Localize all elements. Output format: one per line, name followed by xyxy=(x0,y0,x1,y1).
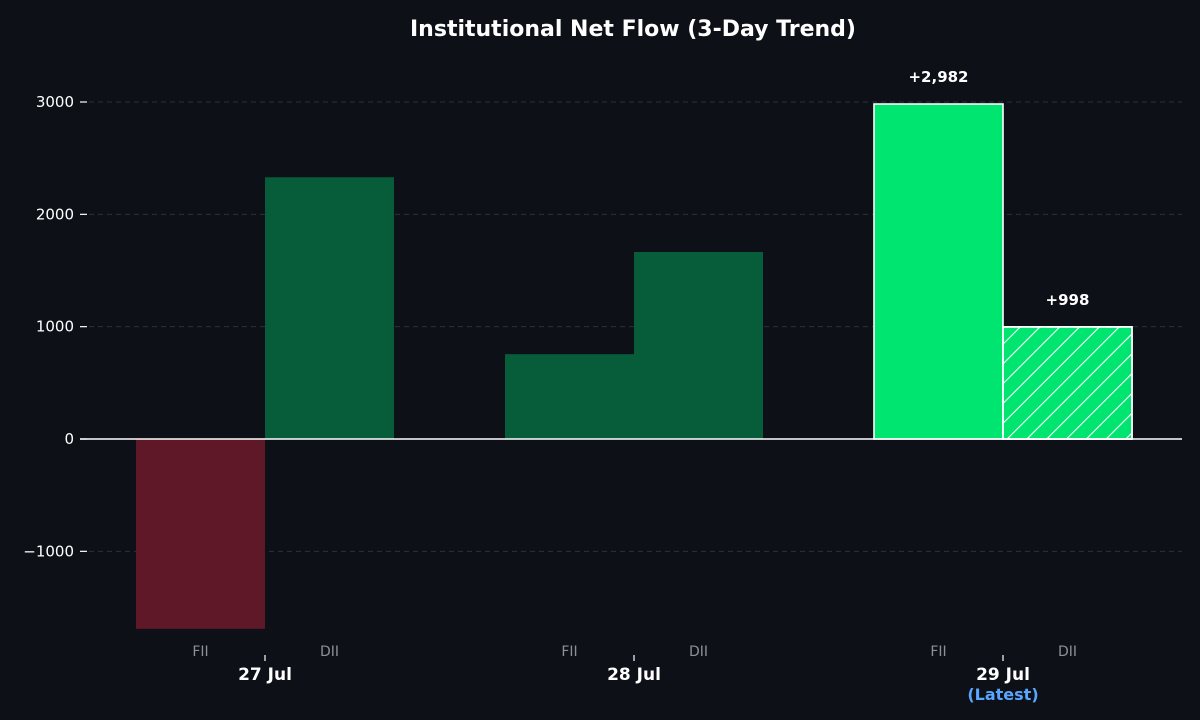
latest-note: (Latest) xyxy=(967,685,1038,704)
x-tick-label: 28 Jul xyxy=(607,665,661,685)
data-label: +998 xyxy=(1046,291,1090,309)
y-tick-label: 3000 xyxy=(36,93,74,111)
bar-dii-28-jul xyxy=(634,251,763,439)
bar-fii-27-jul xyxy=(136,439,265,629)
bar-fii-29-jul xyxy=(873,103,1004,440)
y-tick-label: −1000 xyxy=(23,542,74,560)
y-tick-label: 2000 xyxy=(36,205,74,223)
data-label: +2,982 xyxy=(908,68,968,86)
series-sublabel: DII xyxy=(689,644,708,660)
chart-title: Institutional Net Flow (3-Day Trend) xyxy=(410,17,856,42)
bar-hatch-overlay xyxy=(1002,326,1133,440)
series-sublabel: DII xyxy=(320,644,339,660)
x-tick-label: 29 Jul xyxy=(976,665,1030,685)
series-sublabel: FII xyxy=(192,644,208,660)
series-sublabel: DII xyxy=(1058,644,1077,660)
x-tick-label: 27 Jul xyxy=(238,665,292,685)
y-tick-label: 1000 xyxy=(36,318,74,336)
series-sublabel: FII xyxy=(561,644,577,660)
bar-dii-27-jul xyxy=(265,177,394,439)
series-sublabel: FII xyxy=(930,644,946,660)
bar-fii-28-jul xyxy=(505,354,634,439)
y-tick-label: 0 xyxy=(64,430,74,448)
